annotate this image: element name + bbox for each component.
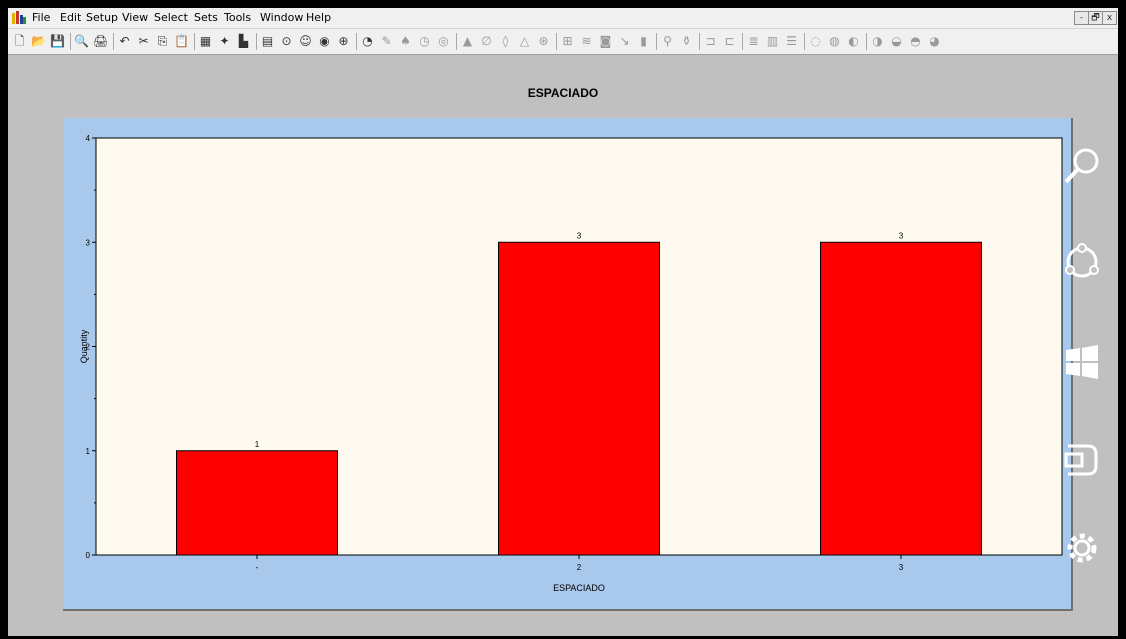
camera-icon[interactable]: ◙ <box>599 34 612 48</box>
toolbar-separator <box>70 33 71 50</box>
toolbar-separator <box>456 33 457 50</box>
app-logo-icon <box>12 11 26 24</box>
y-tick-label: 3 <box>86 238 91 247</box>
print-preview-icon[interactable]: 🔍 <box>74 34 89 48</box>
charms-bar <box>1054 146 1104 576</box>
bar <box>498 241 660 556</box>
copy-icon[interactable]: ⎘ <box>157 34 168 48</box>
drop-icon[interactable]: ◊ <box>502 34 509 48</box>
bar-chart: 0 1 2 3 4 Quantity 1 - 3 2 3 3 ESPACIADO <box>79 134 1063 593</box>
search-icon[interactable] <box>1062 146 1102 186</box>
dial3-icon[interactable]: ◐ <box>848 34 859 48</box>
y-tick-label: 4 <box>86 134 91 143</box>
save-icon[interactable]: 💾 <box>50 34 65 48</box>
smiley-icon[interactable]: ☺ <box>299 34 312 48</box>
toolbar-separator <box>656 33 657 50</box>
curve-icon[interactable]: ≋ <box>581 34 592 48</box>
layers-icon[interactable]: ≣ <box>748 34 759 48</box>
filter-icon[interactable]: ⚲ <box>663 34 672 48</box>
bar <box>176 450 338 556</box>
toolbar-separator <box>804 33 805 50</box>
circle-tool-icon[interactable]: ⊙ <box>281 34 292 48</box>
application-window: File Edit Setup View Select Sets Tools W… <box>8 8 1118 636</box>
data-label: 3 <box>899 231 904 240</box>
paste-icon[interactable]: 📋 <box>174 34 189 48</box>
bar <box>820 241 982 556</box>
dial1-icon[interactable]: ◌ <box>810 34 821 48</box>
toolbar: 🗋 📂 💾 🔍 🖨 ↶ ✂ ⎘ 📋 ▦ ✦ ▙ ▤ ⊙ ☺ ◉ ⊕ ◔ ✎ ♠ ◷ ◎ ▲ ∅ ◊ △ ⊛ ⊞ ≋ ◙ ↘ ▮ ⚲ ⚱ ⊐ ⊏ ≣ ▥ ☰ ◌… <box>8 29 1118 55</box>
pen-icon[interactable]: ✎ <box>381 34 392 48</box>
share-icon[interactable] <box>1062 242 1102 282</box>
toolbar-separator <box>356 33 357 50</box>
target-icon[interactable]: ⊕ <box>338 34 349 48</box>
data-label: 1 <box>255 440 260 449</box>
undo-icon[interactable]: ↶ <box>119 34 130 48</box>
funnel-icon[interactable]: ⚱ <box>681 34 692 48</box>
menu-window[interactable]: Window <box>260 11 304 24</box>
new-file-icon[interactable]: 🗋 <box>14 34 25 48</box>
menu-file[interactable]: File <box>32 11 51 24</box>
pie-icon[interactable]: ◔ <box>362 34 373 48</box>
list-icon[interactable]: ☰ <box>786 34 797 48</box>
grid-icon[interactable]: ⊞ <box>562 34 573 48</box>
toolbar-separator <box>194 33 195 50</box>
menu-bar: File Edit Setup View Select Sets Tools W… <box>8 8 1118 29</box>
wand-icon[interactable]: ✦ <box>219 34 230 48</box>
y-axis-label: Quantity <box>79 329 89 363</box>
arrow-icon[interactable]: ↘ <box>619 34 630 48</box>
data-label: 3 <box>577 231 582 240</box>
menu-help[interactable]: Help <box>306 11 332 24</box>
crosshair-icon[interactable]: ⊛ <box>538 34 549 48</box>
gauge-icon[interactable]: ◎ <box>438 34 449 48</box>
y-tick-label: 1 <box>86 447 91 456</box>
chart-title: ESPACIADO <box>527 86 599 100</box>
y-tick-label: 2 <box>86 343 91 352</box>
chart-builder-icon[interactable]: ▙ <box>238 34 249 48</box>
merge-icon[interactable]: ⊏ <box>724 34 735 48</box>
bars-icon[interactable]: ▮ <box>640 34 647 48</box>
x-tick-label: - <box>256 563 259 572</box>
toolbar-separator <box>256 33 257 50</box>
menu-select[interactable]: Select <box>154 11 188 24</box>
menu-tools[interactable]: Tools <box>224 11 252 24</box>
print-icon[interactable]: 🖨 <box>93 34 109 48</box>
windows-icon[interactable] <box>1062 342 1102 382</box>
clock-icon[interactable]: ◷ <box>419 34 430 48</box>
y-tick-label: 0 <box>86 551 91 560</box>
toolbar-separator <box>699 33 700 50</box>
run-icon[interactable]: ♠ <box>400 34 411 48</box>
menu-setup[interactable]: Setup <box>86 11 119 24</box>
x-tick-label: 2 <box>577 563 582 572</box>
calculator-icon[interactable]: ▤ <box>261 34 274 48</box>
x-axis-label: ESPACIADO <box>553 583 605 593</box>
menu-sets[interactable]: Sets <box>194 11 218 24</box>
x-tick-label: 3 <box>899 563 904 572</box>
dial4-icon[interactable]: ◑ <box>872 34 883 48</box>
stamp-icon[interactable]: ▲ <box>462 34 473 48</box>
table-icon[interactable]: ▦ <box>199 34 212 48</box>
dial6-icon[interactable]: ◓ <box>910 34 921 48</box>
devices-icon[interactable] <box>1062 440 1102 480</box>
toolbar-separator <box>556 33 557 50</box>
split-icon[interactable]: ⊐ <box>705 34 716 48</box>
dial2-icon[interactable]: ◍ <box>829 34 840 48</box>
toolbar-separator <box>866 33 867 50</box>
toolbar-separator <box>742 33 743 50</box>
dial5-icon[interactable]: ◒ <box>891 34 902 48</box>
dial7-icon[interactable]: ◕ <box>929 34 940 48</box>
menu-view[interactable]: View <box>122 11 149 24</box>
cut-icon[interactable]: ✂ <box>138 34 149 48</box>
palette-icon[interactable]: ▥ <box>766 34 779 48</box>
triangle-icon[interactable]: △ <box>519 34 530 48</box>
menu-edit[interactable]: Edit <box>60 11 82 24</box>
settings-icon[interactable] <box>1062 528 1102 568</box>
close-button[interactable]: x <box>1102 11 1117 25</box>
toolbar-separator <box>113 33 114 50</box>
open-folder-icon[interactable]: 📂 <box>31 34 46 48</box>
null-icon[interactable]: ∅ <box>481 34 492 48</box>
globe-icon[interactable]: ◉ <box>319 34 330 48</box>
